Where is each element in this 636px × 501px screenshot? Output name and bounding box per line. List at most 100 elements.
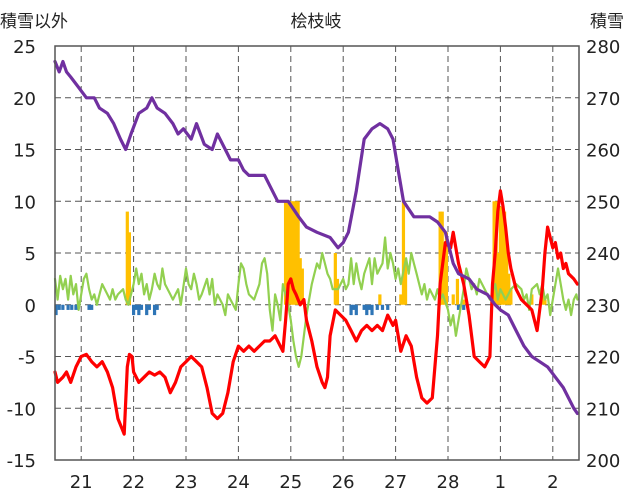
negative_bars-bar bbox=[365, 304, 369, 316]
x-tick-label: 2 bbox=[547, 472, 558, 493]
precipitation-bar bbox=[442, 242, 446, 305]
gridlines bbox=[55, 46, 579, 460]
precipitation-bar bbox=[300, 268, 304, 305]
precipitation-bar bbox=[543, 299, 547, 305]
precipitation-bar bbox=[451, 294, 455, 305]
y-left-tick-label: -15 bbox=[7, 451, 36, 472]
y-right-tick-label: 270 bbox=[586, 89, 620, 110]
x-tick-label: 22 bbox=[122, 472, 145, 493]
x-tick-label: 24 bbox=[227, 472, 250, 493]
precipitation-bar bbox=[438, 211, 442, 305]
negative_bars-bar bbox=[380, 304, 385, 310]
precipitation-bar bbox=[286, 201, 290, 305]
negative_bars-bar bbox=[139, 304, 144, 310]
negative_bars-bar bbox=[132, 304, 136, 316]
precipitation-bar bbox=[509, 289, 513, 305]
x-tick-label: 23 bbox=[175, 472, 198, 493]
negative_bars-bar bbox=[354, 304, 358, 316]
negative_bars-bar bbox=[362, 304, 366, 310]
negative_bars-bar bbox=[87, 304, 91, 310]
negative_bars-bar bbox=[367, 304, 371, 310]
x-tick-label: 21 bbox=[70, 472, 93, 493]
negative_bars-bar bbox=[352, 304, 356, 310]
precipitation-bar bbox=[498, 206, 502, 305]
negative_bars-bar bbox=[375, 304, 379, 310]
snow_depth-line bbox=[53, 59, 580, 415]
negative_bars-bar bbox=[74, 304, 78, 310]
x-tick-label: 28 bbox=[437, 472, 460, 493]
y-right-tick-label: 250 bbox=[586, 192, 620, 213]
negative_bars-bar bbox=[134, 304, 138, 310]
precipitation-bar bbox=[399, 294, 403, 305]
negative_bars-bar bbox=[370, 304, 374, 316]
left-axis-title: 積雪以外 bbox=[0, 12, 68, 32]
precipitation-bar bbox=[502, 211, 507, 305]
negative_bars-bar bbox=[70, 304, 74, 310]
y-left-tick-label: 25 bbox=[13, 37, 36, 58]
precipitation-bar bbox=[298, 258, 302, 305]
x-tick-label: 25 bbox=[279, 472, 302, 493]
y-right-tick-label: 280 bbox=[586, 37, 620, 58]
precipitation-bar bbox=[401, 201, 406, 305]
tick-labels: -15 -10 -5 0 5 10 15 20 25 200 210 220 230 240 250 260 2… bbox=[7, 37, 621, 493]
precipitation-bar bbox=[444, 232, 449, 305]
precipitation-bar bbox=[500, 211, 505, 305]
negative_bars-bar bbox=[54, 304, 58, 316]
precipitation-bar bbox=[125, 211, 129, 305]
negative_bars-bar bbox=[155, 304, 159, 310]
precipitation-bar bbox=[335, 278, 340, 305]
precipitation-bar bbox=[507, 273, 511, 305]
y-left-tick-label: -5 bbox=[18, 348, 36, 369]
precipitation-bar bbox=[296, 201, 300, 305]
negative_bars-bar bbox=[57, 304, 61, 310]
temperature-line bbox=[53, 189, 580, 436]
y-left-tick-label: -10 bbox=[7, 399, 36, 420]
precipitation-bar bbox=[496, 253, 500, 305]
negative_bars-bar bbox=[145, 304, 149, 316]
negative_bars-bar bbox=[152, 304, 157, 316]
y-left-tick-label: 10 bbox=[13, 192, 36, 213]
precipitation-bar bbox=[292, 201, 296, 305]
chart-title: 桧枝岐 bbox=[291, 12, 342, 32]
negative_bars-bar bbox=[147, 304, 151, 310]
y-left-tick-label: 15 bbox=[13, 141, 36, 162]
x-tick-label: 26 bbox=[332, 472, 355, 493]
y-right-tick-label: 220 bbox=[586, 348, 620, 369]
precipitation-bar bbox=[462, 299, 466, 305]
precipitation-bar bbox=[288, 201, 292, 305]
precipitation-bar bbox=[290, 201, 294, 305]
y-right-tick-label: 260 bbox=[586, 141, 620, 162]
precipitation-bar bbox=[505, 242, 509, 305]
x-tick-label: 1 bbox=[495, 472, 506, 493]
y-left-tick-label: 20 bbox=[13, 89, 36, 110]
negative_bars-bar bbox=[386, 304, 390, 310]
negative_bars-bar bbox=[66, 304, 70, 310]
precipitation-bar bbox=[294, 201, 298, 305]
x-tick-label: 27 bbox=[384, 472, 407, 493]
precipitation-bar bbox=[333, 253, 337, 305]
negative_bars-bar bbox=[61, 304, 65, 310]
precipitation-bar bbox=[530, 294, 534, 305]
negative_bars-bar bbox=[137, 304, 141, 316]
plot-area-border bbox=[54, 45, 580, 461]
y-right-tick-label: 230 bbox=[586, 296, 620, 317]
negative_bars-bar bbox=[349, 304, 353, 316]
precipitation-bar bbox=[127, 232, 132, 305]
negative_bars-bar bbox=[90, 304, 94, 310]
precipitation-bar bbox=[378, 294, 382, 305]
negative_bars-bar bbox=[462, 304, 466, 310]
right-axis-title: 積雪 bbox=[590, 12, 624, 32]
line-series bbox=[53, 59, 580, 436]
precipitation-bar bbox=[403, 263, 408, 305]
temperature_diff-line bbox=[53, 236, 579, 368]
y-right-tick-label: 240 bbox=[586, 244, 620, 265]
precipitation-bar bbox=[455, 278, 460, 305]
y-right-tick-label: 200 bbox=[586, 451, 620, 472]
y-left-tick-label: 0 bbox=[25, 296, 36, 317]
y-right-tick-label: 210 bbox=[586, 399, 620, 420]
negative_bars-bar bbox=[456, 304, 461, 310]
precipitation-bar bbox=[283, 201, 288, 305]
y-left-tick-label: 5 bbox=[25, 244, 36, 265]
